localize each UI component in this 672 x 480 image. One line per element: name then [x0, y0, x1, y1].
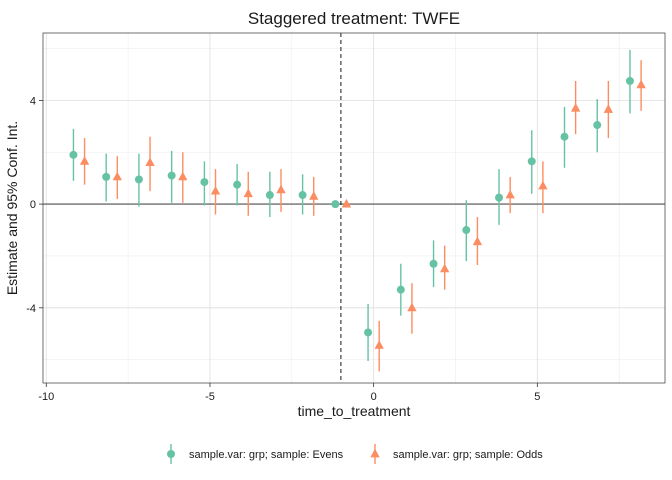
data-point	[69, 150, 78, 159]
data-point	[178, 171, 188, 181]
data-point	[570, 102, 581, 112]
series-evens	[69, 49, 634, 361]
data-point	[603, 104, 614, 113]
chart-title: Staggered treatment: TWFE	[248, 9, 460, 28]
data-point	[210, 185, 221, 195]
y-axis-title: Estimate and 95% Conf. Int.	[4, 121, 20, 295]
data-point	[276, 184, 286, 194]
data-point	[495, 193, 504, 202]
legend: sample.var: grp; sample: Evens sample.var…	[167, 444, 543, 464]
data-point	[167, 171, 176, 180]
y-tick-label: -4	[26, 303, 36, 315]
data-point	[440, 263, 450, 273]
data-point	[364, 328, 373, 337]
data-point	[593, 121, 602, 130]
x-axis-title: time_to_treatment	[298, 403, 411, 419]
data-point	[429, 259, 438, 268]
x-tick-label: -10	[38, 391, 54, 403]
data-point	[636, 79, 646, 89]
data-point	[341, 198, 352, 208]
legend-label: sample.var: grp; sample: Evens	[189, 449, 344, 461]
data-point	[200, 178, 209, 187]
data-point	[560, 132, 569, 141]
data-point	[374, 340, 384, 349]
legend-key-marker	[167, 450, 175, 458]
y-tick-label: 4	[30, 95, 36, 107]
data-point	[145, 157, 155, 167]
data-point	[538, 180, 548, 190]
plot-panel	[43, 33, 665, 383]
data-point	[243, 188, 253, 198]
data-point	[331, 200, 340, 209]
data-point	[527, 157, 536, 166]
data-point	[102, 172, 111, 181]
series-odds	[79, 60, 646, 372]
data-point	[79, 156, 90, 165]
legend-item-odds: sample.var: grp; sample: Odds	[370, 444, 543, 464]
data-point	[309, 191, 319, 200]
legend-key-marker	[370, 448, 380, 458]
legend-item-evens: sample.var: grp; sample: Evens	[167, 444, 344, 464]
x-tick-label: 0	[371, 391, 377, 403]
x-tick-label: 5	[534, 391, 540, 403]
data-point	[462, 226, 471, 235]
data-point	[472, 236, 483, 246]
data-point	[505, 189, 515, 199]
plot-border	[42, 32, 666, 384]
data-point	[134, 175, 143, 184]
data-point	[112, 171, 122, 181]
y-tick-label: 0	[30, 199, 36, 211]
data-point	[407, 302, 417, 312]
legend-label: sample.var: grp; sample: Odds	[393, 449, 543, 461]
plot-area: -10 -5 0 5 -4 0 4	[26, 32, 666, 403]
x-tick-label: -5	[205, 391, 215, 403]
data-point	[298, 191, 307, 200]
data-point	[233, 180, 242, 189]
data-point	[625, 76, 634, 85]
data-point	[265, 191, 274, 200]
data-point	[396, 285, 405, 294]
